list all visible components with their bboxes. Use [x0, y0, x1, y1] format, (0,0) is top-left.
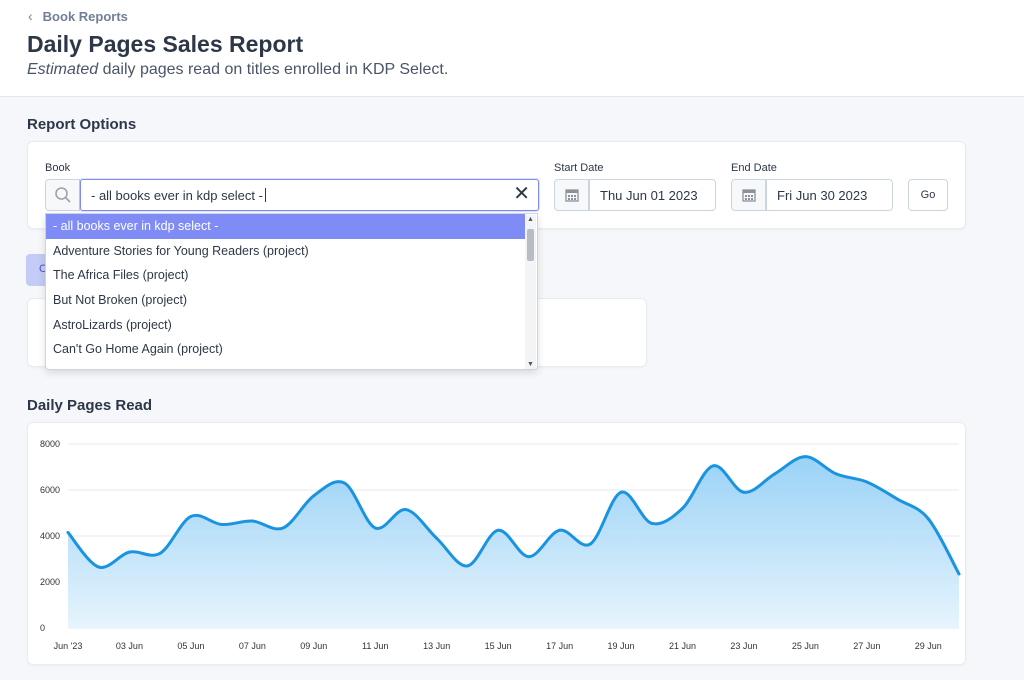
data-point[interactable] — [97, 565, 101, 569]
x-tick-label: Jun '23 — [54, 641, 83, 651]
x-tick-label: 15 Jun — [485, 641, 512, 651]
search-addon — [45, 179, 80, 211]
dropdown-option[interactable]: Adventure Stories for Young Readers (pro… — [53, 243, 309, 258]
subtitle-emphasis: Estimated — [27, 61, 99, 78]
x-tick-label: 13 Jun — [423, 641, 450, 651]
x-tick-label: 03 Jun — [116, 641, 143, 651]
x-tick-label: 19 Jun — [608, 641, 635, 651]
data-point[interactable] — [312, 494, 316, 498]
data-point[interactable] — [588, 542, 592, 546]
data-point[interactable] — [127, 550, 131, 554]
data-point[interactable] — [66, 531, 70, 535]
dropdown-options: - all books ever in kdp select - Adventur… — [46, 214, 537, 362]
dropdown-option[interactable]: AstroLizards (project) — [53, 317, 172, 332]
daily-pages-chart: 0 2000 4000 6000 8000 Jun '23 03 Jun 05 Jun 07 J… — [40, 439, 961, 651]
data-point[interactable] — [803, 455, 807, 459]
start-calendar-button[interactable] — [554, 179, 589, 211]
dropdown-option[interactable]: Can't Go Home Again (project) — [53, 342, 223, 357]
page-title: Daily Pages Sales Report — [27, 31, 304, 57]
x-tick-label: 21 Jun — [669, 641, 696, 651]
data-point[interactable] — [773, 472, 777, 476]
report-options-title: Report Options — [27, 116, 137, 133]
series-line — [66, 455, 961, 575]
data-point[interactable] — [404, 508, 408, 512]
data-point[interactable] — [281, 526, 285, 530]
y-tick-label: 4000 — [40, 531, 60, 541]
x-tick-label: 07 Jun — [239, 641, 266, 651]
y-tick-label: 6000 — [40, 485, 60, 495]
dropdown-option[interactable]: The Africa Files (project) — [53, 268, 189, 283]
page-header: ‹ Book Reports Daily Pages Sales Report … — [0, 0, 1024, 97]
area-fill — [68, 456, 959, 628]
x-tick-label: 27 Jun — [853, 641, 880, 651]
data-point[interactable] — [189, 514, 193, 518]
data-point[interactable] — [834, 472, 838, 476]
calendar-icon — [741, 189, 756, 202]
data-point[interactable] — [619, 490, 623, 494]
data-point[interactable] — [957, 572, 961, 576]
data-point[interactable] — [558, 528, 562, 532]
data-point[interactable] — [435, 536, 439, 540]
calendar-icon — [564, 189, 579, 202]
chart-card: 0 2000 4000 6000 8000 Jun '23 03 Jun 05 Jun 07 J… — [27, 422, 966, 665]
book-dropdown-list[interactable]: - all books ever in kdp select - Adventur… — [45, 213, 538, 370]
y-tick-label: 0 — [40, 623, 45, 633]
data-point[interactable] — [158, 551, 162, 555]
back-link-label: Book Reports — [42, 8, 128, 24]
data-point[interactable] — [250, 519, 254, 523]
data-point[interactable] — [220, 523, 224, 526]
x-tick-label: 05 Jun — [177, 641, 204, 651]
book-input-value: - all books ever in kdp select - — [91, 187, 263, 203]
end-calendar-button[interactable] — [731, 179, 766, 211]
book-label: Book — [45, 162, 71, 174]
data-point[interactable] — [865, 480, 869, 484]
x-tick-label: 17 Jun — [546, 641, 573, 651]
subtitle-text: daily pages read on titles enrolled in K… — [98, 61, 449, 78]
chevron-left-icon: ‹ — [28, 8, 33, 24]
scroll-thumb[interactable] — [527, 229, 534, 261]
y-tick-label: 2000 — [40, 577, 60, 587]
data-point[interactable] — [926, 517, 930, 521]
x-tick-label: 29 Jun — [915, 641, 942, 651]
back-link[interactable]: ‹ Book Reports — [28, 8, 128, 24]
data-point[interactable] — [373, 526, 377, 530]
scroll-up-icon[interactable]: ▲ — [527, 216, 534, 223]
start-date-input[interactable]: Thu Jun 01 2023 — [589, 179, 716, 211]
end-date-label: End Date — [731, 162, 777, 174]
x-tick-label: 09 Jun — [300, 641, 327, 651]
x-tick-label: 25 Jun — [792, 641, 819, 651]
x-tick-label: 23 Jun — [730, 641, 757, 651]
tab-partial-label: C — [39, 263, 47, 275]
y-tick-label: 8000 — [40, 439, 60, 449]
x-tick-label: 11 Jun — [362, 641, 388, 651]
close-icon[interactable]: ✕ — [513, 183, 530, 205]
dropdown-option[interactable]: - all books ever in kdp select - — [46, 214, 525, 239]
data-point[interactable] — [496, 528, 500, 532]
scroll-down-icon[interactable]: ▼ — [527, 361, 534, 368]
start-date-label: Start Date — [554, 162, 604, 174]
dropdown-scrollbar[interactable]: ▲ ▼ — [525, 215, 536, 369]
chart-section-title: Daily Pages Read — [27, 397, 153, 414]
page-subtitle: Estimated daily pages read on titles enr… — [27, 61, 448, 79]
data-point[interactable] — [527, 555, 531, 559]
dropdown-option[interactable]: But Not Broken (project) — [53, 293, 188, 308]
end-date-input[interactable]: Fri Jun 30 2023 — [766, 179, 893, 211]
data-point[interactable] — [711, 464, 715, 468]
data-point[interactable] — [343, 481, 347, 485]
data-point[interactable] — [465, 564, 469, 568]
data-point[interactable] — [896, 497, 900, 501]
data-point[interactable] — [680, 506, 684, 510]
search-icon — [54, 187, 71, 203]
data-point[interactable] — [742, 490, 746, 494]
book-search-input[interactable]: - all books ever in kdp select - ✕ — [80, 179, 539, 211]
data-point[interactable] — [650, 521, 654, 525]
go-button[interactable]: Go — [908, 179, 948, 211]
